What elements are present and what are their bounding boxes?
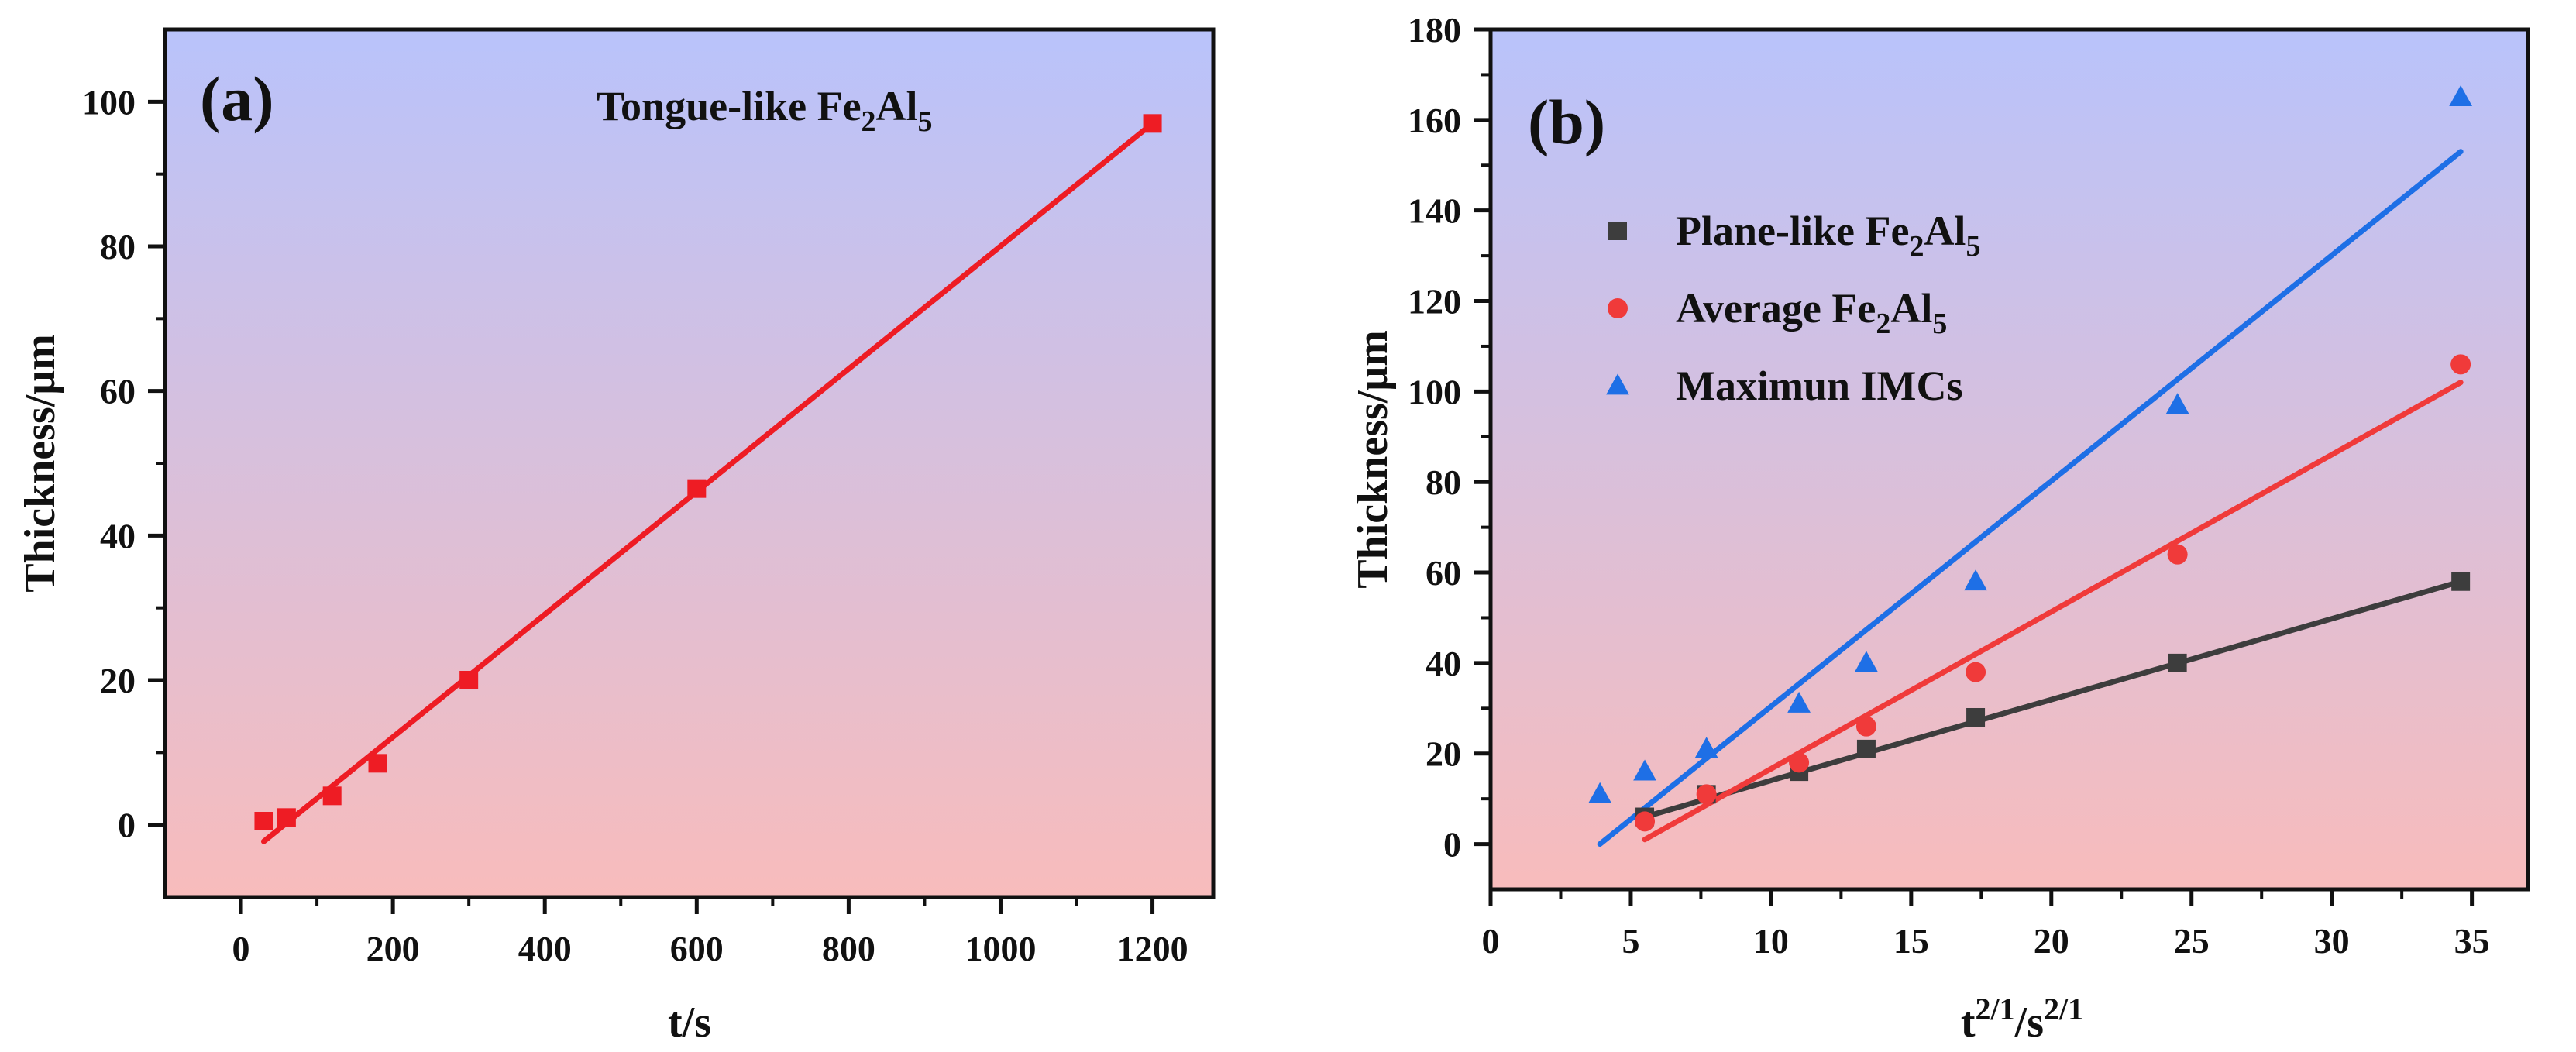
fit-line-series-0	[1642, 579, 2464, 820]
data-point-series-2	[1855, 651, 1878, 672]
fit-line-series-0	[260, 120, 1156, 844]
x-tick-label: 1000	[965, 929, 1036, 968]
panel-b-x-axis-title: t2/1/s2/1	[1961, 992, 2083, 1047]
y-tick-label: 0	[1443, 825, 1461, 865]
x-tick-label: 0	[1482, 921, 1500, 961]
data-point-series-2	[2449, 85, 2473, 106]
panel-a-label: (a)	[200, 64, 274, 134]
y-tick-label: 80	[1426, 462, 1461, 502]
y-tick-label: 20	[1426, 734, 1461, 774]
legend-marker-circle	[1608, 298, 1628, 318]
legend-label-average: Average Fe2Al5	[1676, 285, 1947, 340]
data-point-series-0	[368, 754, 387, 773]
data-point-series-2	[2165, 393, 2189, 414]
data-point-series-2	[1633, 759, 1656, 781]
y-tick-label: 20	[100, 661, 136, 700]
data-point-series-0	[277, 808, 296, 827]
y-tick-label: 160	[1408, 101, 1461, 140]
data-point-series-1	[1789, 752, 1810, 773]
legend-marker-circle	[1608, 298, 1628, 318]
x-tick-label: 400	[518, 929, 572, 968]
x-tick-label: 30	[2314, 921, 2350, 961]
y-tick-label: 0	[118, 806, 136, 845]
panel-b-legend: Plane-like Fe2Al5 Average Fe2Al5 Maximun…	[1606, 208, 1980, 409]
panel-b-plot-area	[1491, 29, 2528, 889]
fit-line-series-2	[1597, 149, 2464, 847]
x-tick-label: 600	[670, 929, 724, 968]
y-tick-label: 40	[1426, 644, 1461, 683]
legend-item-maximun-imcs: Maximun IMCs	[1606, 363, 1963, 409]
panel-b-y-axis-title: Thickness/μm	[1349, 330, 1397, 589]
data-point-series-1	[2167, 544, 2188, 565]
y-tick-label: 80	[100, 227, 136, 266]
x-tick-label: 35	[2454, 921, 2490, 961]
fit-line-series-1	[1642, 380, 2464, 843]
y-tick-label: 60	[1426, 553, 1461, 593]
data-point-series-0	[2168, 653, 2187, 672]
x-tick-label: 20	[2034, 921, 2069, 961]
x-tick-label: 200	[366, 929, 420, 968]
legend-marker-square	[1608, 222, 1627, 240]
panel-a-annotation: Tongue-like Fe2Al5	[597, 83, 933, 138]
x-tick-label: 25	[2174, 921, 2210, 961]
data-point-series-1	[1855, 716, 1876, 737]
data-point-series-0	[459, 671, 479, 689]
data-point-series-1	[2450, 354, 2471, 375]
x-tick-label: 15	[1893, 921, 1929, 961]
legend-item-average: Average Fe2Al5	[1608, 285, 1947, 340]
data-point-series-0	[2451, 572, 2471, 591]
x-tick-label: 0	[232, 929, 250, 968]
legend-marker-triangle	[1606, 373, 1629, 395]
data-point-series-2	[1588, 782, 1612, 803]
x-tick-label: 800	[822, 929, 875, 968]
panel-a-plot-area	[165, 29, 1213, 897]
y-tick-label: 140	[1408, 191, 1461, 231]
x-tick-label: 10	[1753, 921, 1789, 961]
y-tick-label: 120	[1408, 282, 1461, 321]
panel-b-label: (b)	[1528, 87, 1605, 157]
data-point-series-0	[1966, 708, 1986, 727]
data-point-series-0	[322, 786, 342, 806]
legend-marker-triangle	[1606, 373, 1629, 395]
y-tick-label: 40	[100, 516, 136, 555]
data-point-series-2	[1787, 691, 1811, 713]
y-tick-label: 60	[100, 372, 136, 411]
data-point-series-1	[1635, 811, 1656, 832]
data-point-series-2	[1694, 737, 1718, 758]
panel-b: 0 5 10 15 20 25 30 35 0 20 40 60 80 100 120 140 160 180 (…	[1349, 10, 2530, 1047]
data-point-series-1	[1696, 784, 1717, 805]
y-tick-label: 100	[82, 82, 136, 122]
legend-label-maximun-imcs: Maximun IMCs	[1676, 363, 1963, 409]
panel-a-x-axis-title: t/s	[668, 999, 711, 1047]
data-point-series-1	[1966, 662, 1986, 682]
y-tick-label: 180	[1408, 10, 1461, 50]
data-point-series-0	[687, 479, 707, 498]
panel-a: 0 200 400 600 800 1000 1200 0 20 40 60 80 100 (a) To…	[16, 27, 1216, 1047]
data-point-series-0	[1143, 114, 1162, 133]
x-tick-label: 1200	[1117, 929, 1188, 968]
data-point-series-0	[254, 812, 273, 830]
legend-item-plane-like: Plane-like Fe2Al5	[1608, 208, 1980, 263]
x-tick-label: 5	[1622, 921, 1639, 961]
data-point-series-0	[1856, 739, 1876, 758]
y-tick-label: 100	[1408, 372, 1461, 411]
panel-a-y-axis-title: Thickness/μm	[16, 334, 64, 593]
data-point-series-2	[1964, 569, 1987, 591]
legend-marker-square	[1608, 222, 1627, 240]
panel-b-frame	[1488, 27, 2530, 892]
legend-label-plane-like: Plane-like Fe2Al5	[1676, 208, 1980, 263]
